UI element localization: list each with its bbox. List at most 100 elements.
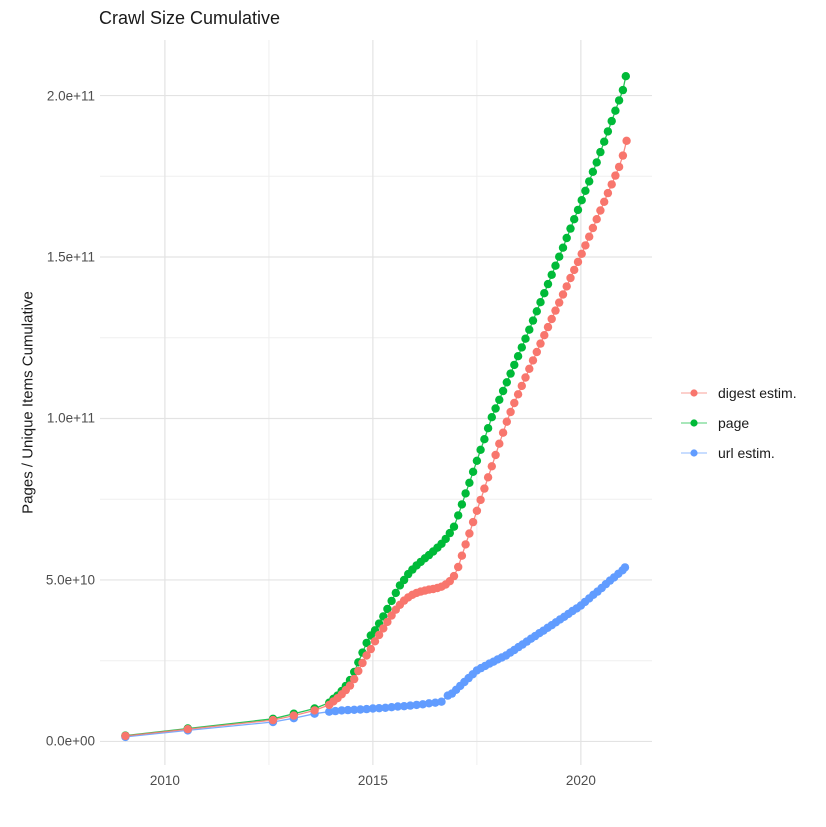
legend-item-page: page (680, 408, 797, 438)
data-point-page (528, 316, 538, 325)
legend-item-url-estim: url estim. (680, 438, 797, 468)
data-point-page (521, 334, 530, 343)
data-point-digest-estim (540, 331, 549, 340)
data-point-page (581, 186, 590, 195)
data-point-page (449, 522, 459, 531)
data-point-page (596, 147, 605, 157)
y-tick-1.5e+11: 1.5e+11 (46, 249, 95, 265)
data-point-digest-estim (506, 407, 515, 417)
data-point-url-estim (418, 700, 427, 709)
data-point-page (506, 369, 515, 378)
data-point-page (543, 279, 553, 289)
data-point-digest-estim (383, 617, 392, 627)
data-point-url-estim (325, 707, 334, 716)
data-point-page (502, 378, 511, 387)
data-point-page (621, 72, 630, 81)
data-point-url-estim (437, 697, 446, 706)
data-point-digest-estim (350, 674, 359, 684)
data-point-digest-estim (603, 188, 613, 198)
data-point-page (461, 489, 470, 498)
data-point-digest-estim (622, 136, 631, 145)
data-point-digest-estim (551, 306, 560, 315)
data-point-page (480, 435, 489, 444)
data-point-page (491, 404, 500, 413)
data-point-page (558, 243, 568, 252)
data-point-digest-estim (585, 232, 594, 241)
data-point-url-estim (406, 701, 415, 710)
data-point-digest-estim (457, 551, 467, 560)
data-point-page (566, 224, 575, 233)
series-digest-estim (121, 136, 631, 741)
data-point-digest-estim (614, 162, 624, 172)
data-point-page (454, 511, 463, 520)
data-point-url-estim (356, 705, 365, 714)
data-point-page (517, 343, 526, 352)
data-point-page (472, 456, 482, 465)
data-point-page (487, 413, 496, 422)
data-point-page (547, 270, 556, 279)
data-point-digest-estim (480, 484, 489, 493)
data-point-page (570, 215, 579, 224)
data-point-digest-estim (555, 298, 564, 307)
y-tick-5.0e+10: 5.0e+10 (45, 572, 95, 588)
data-point-page (399, 575, 409, 585)
series-line-page (125, 76, 627, 737)
data-point-url-estim (331, 706, 340, 716)
data-point-digest-estim (498, 428, 508, 437)
data-point-digest-estim (289, 711, 298, 720)
data-point-digest-estim (310, 706, 319, 715)
data-point-page (441, 534, 450, 544)
data-point-page (525, 325, 534, 334)
data-point-page (577, 196, 586, 205)
data-point-digest-estim (461, 540, 470, 549)
data-point-digest-estim (536, 339, 545, 348)
data-point-page (457, 500, 467, 509)
data-point-page (592, 158, 601, 167)
data-point-digest-estim (183, 725, 192, 734)
data-point-digest-estim (510, 398, 519, 408)
data-point-digest-estim (513, 390, 523, 399)
data-point-digest-estim (588, 223, 598, 233)
series-line-digest-estim (125, 140, 628, 737)
data-point-page (600, 137, 609, 146)
data-point-digest-estim (268, 715, 278, 725)
data-point-digest-estim (483, 473, 493, 482)
data-point-digest-estim (596, 206, 605, 215)
data-point-url-estim (393, 702, 402, 711)
x-tick-2020: 2020 (565, 773, 596, 788)
data-point-digest-estim (517, 381, 526, 391)
data-point-page (391, 588, 400, 598)
data-point-digest-estim (528, 356, 538, 365)
data-point-page (445, 528, 454, 538)
data-point-url-estim (350, 705, 359, 714)
y-tick-1.0e+11: 1.0e+11 (46, 410, 95, 426)
data-point-url-estim (412, 700, 421, 710)
data-point-digest-estim (525, 364, 534, 373)
data-point-page (555, 252, 564, 261)
data-point-page (468, 467, 478, 476)
data-point-digest-estim (370, 637, 380, 646)
data-point-url-estim (362, 704, 371, 714)
data-point-url-estim (368, 704, 378, 713)
data-point-digest-estim (345, 681, 355, 690)
data-point-page (383, 604, 392, 614)
x-tick-2010: 2010 (149, 773, 180, 788)
data-point-digest-estim (592, 215, 601, 224)
data-point-page (498, 386, 508, 396)
data-point-digest-estim (495, 439, 504, 448)
x-tick-2015: 2015 (357, 773, 388, 788)
data-point-page (611, 106, 620, 115)
data-point-digest-estim (362, 651, 371, 660)
data-point-digest-estim (562, 282, 571, 291)
data-point-page (513, 352, 523, 361)
data-point-page (540, 289, 549, 298)
legend-label-digest-estim: digest estim. (718, 385, 797, 401)
data-point-page (387, 596, 396, 606)
data-point-digest-estim (570, 265, 579, 275)
series-url-estim (121, 563, 630, 742)
data-point-page (510, 360, 519, 370)
data-point-url-estim (431, 698, 440, 707)
data-point-page (483, 424, 493, 433)
